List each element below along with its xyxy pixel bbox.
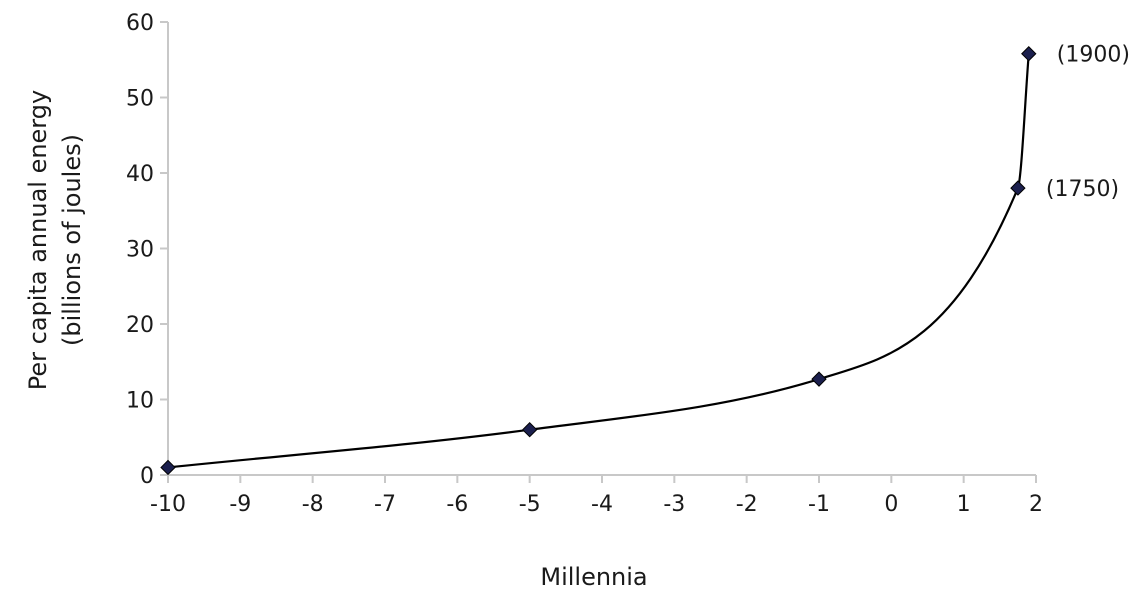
data-point (1010, 180, 1026, 196)
data-point (521, 421, 538, 438)
y-axis-title-line-1: Per capita annual energy (24, 90, 52, 390)
x-tick-label: -1 (808, 492, 830, 517)
x-axis-title: Millennia (540, 563, 647, 590)
x-tick-label: 0 (884, 492, 898, 517)
x-tick-label: 2 (1029, 492, 1043, 517)
y-axis-title-line-2: (billions of joules) (58, 134, 86, 346)
x-tick-label: -3 (663, 492, 685, 517)
x-tick-label: -10 (150, 492, 186, 517)
y-tick-label: 50 (126, 87, 154, 112)
y-tick-label: 0 (140, 464, 154, 489)
data-point (160, 459, 176, 476)
x-axis-ticks: -10 -9 -8 -7 -6 -5 -4 -3 -2 -1 0 1 2 (150, 475, 1043, 517)
chart-axes (167, 22, 1036, 476)
point-annotation: (1900) (1057, 43, 1130, 68)
x-tick-label: -5 (519, 492, 541, 517)
x-tick-label: -6 (446, 492, 468, 517)
y-axis-ticks: 0 10 20 30 40 50 60 (126, 11, 168, 489)
y-tick-label: 20 (126, 313, 154, 338)
y-axis-title: Per capita annual energy (billions of jo… (24, 90, 86, 390)
annotations-layer: (1750) (1900) (1046, 43, 1130, 202)
x-tick-label: -2 (736, 492, 758, 517)
x-tick-label: 1 (957, 492, 971, 517)
series-layer (167, 53, 1030, 469)
point-annotation: (1750) (1046, 177, 1119, 202)
x-tick-label: -8 (302, 492, 324, 517)
x-tick-label: -4 (591, 492, 613, 517)
y-tick-label: 40 (126, 162, 154, 187)
data-point (1021, 46, 1037, 62)
y-tick-label: 30 (126, 238, 154, 263)
y-tick-label: 60 (126, 11, 154, 36)
data-point (811, 371, 827, 387)
x-tick-label: -9 (229, 492, 251, 517)
x-tick-label: -7 (374, 492, 396, 517)
points-layer (160, 46, 1037, 476)
series-line (167, 53, 1030, 469)
y-tick-label: 10 (126, 389, 154, 414)
